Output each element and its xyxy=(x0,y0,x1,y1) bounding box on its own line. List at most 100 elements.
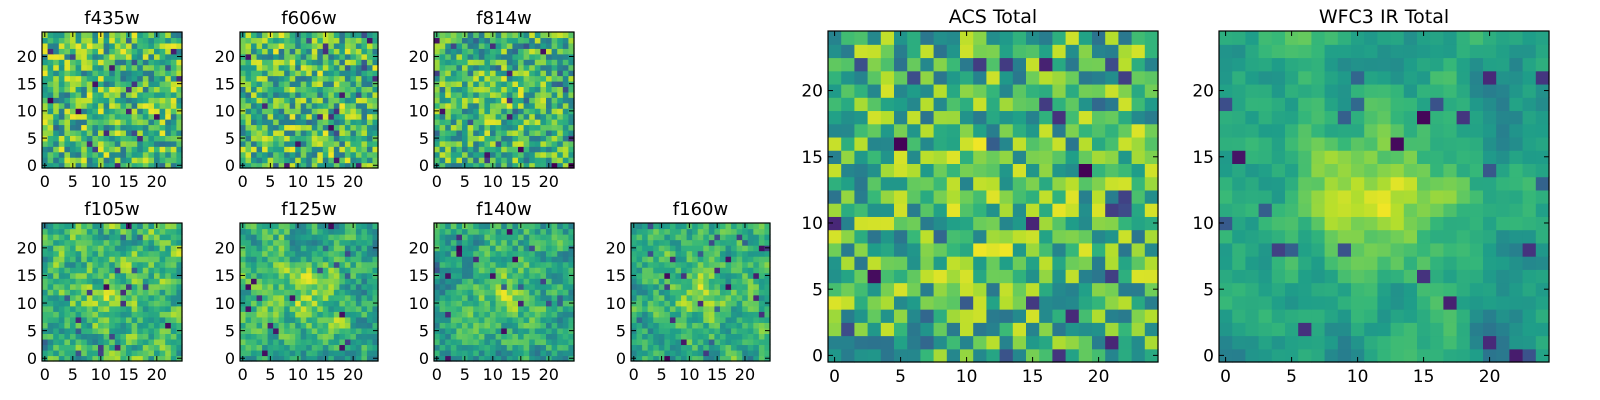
heatmap-cell xyxy=(142,272,149,279)
heatmap-cell xyxy=(344,113,351,120)
heatmap-cell xyxy=(103,294,110,301)
heatmap-cell xyxy=(103,272,110,279)
heatmap-cell xyxy=(355,223,363,230)
heatmap-cell xyxy=(262,124,269,131)
heatmap-cell xyxy=(725,223,732,230)
heatmap-cell xyxy=(681,338,688,346)
heatmap-cell xyxy=(289,75,296,82)
heatmap-cell xyxy=(546,234,553,241)
heatmap-cell xyxy=(361,113,368,120)
heatmap-cell xyxy=(58,162,65,169)
heatmap-cell xyxy=(664,234,671,241)
heatmap-cell xyxy=(512,102,519,109)
heatmap-cell xyxy=(289,311,296,318)
heatmap-cell xyxy=(719,338,727,346)
heatmap-cell xyxy=(278,327,285,334)
heatmap-cell xyxy=(120,256,127,263)
heatmap-cell xyxy=(1078,203,1093,217)
heatmap-cell xyxy=(478,146,485,153)
y-tick-label: 15 xyxy=(17,266,37,285)
heatmap-cell xyxy=(165,37,172,44)
heatmap-cell xyxy=(960,256,974,270)
heatmap-cell xyxy=(344,151,351,158)
heatmap-cell xyxy=(240,294,247,301)
heatmap-cell xyxy=(103,42,110,49)
heatmap-cell xyxy=(484,42,491,49)
heatmap-cell xyxy=(262,135,269,142)
heatmap-cell xyxy=(631,289,638,296)
heatmap-cell xyxy=(148,113,155,120)
heatmap-cell xyxy=(540,228,547,235)
heatmap-cell xyxy=(240,59,247,66)
heatmap-cell xyxy=(120,261,127,268)
heatmap-cell xyxy=(154,102,161,109)
heatmap-cell xyxy=(170,151,177,158)
heatmap-cell xyxy=(456,102,463,109)
heatmap-cell xyxy=(256,333,263,340)
heatmap-cell xyxy=(473,70,480,77)
heatmap-cell xyxy=(557,305,564,312)
heatmap-cell xyxy=(300,113,307,120)
heatmap-cell xyxy=(484,267,491,274)
heatmap-cell xyxy=(142,113,149,120)
heatmap-cell xyxy=(456,42,463,49)
heatmap-cell xyxy=(361,223,368,230)
heatmap-cell xyxy=(518,70,525,77)
heatmap-cell xyxy=(495,289,502,296)
heatmap-cell xyxy=(501,162,508,169)
heatmap-cell xyxy=(669,267,677,274)
heatmap-cell xyxy=(920,282,935,297)
heatmap-cell xyxy=(86,272,93,279)
heatmap-cell xyxy=(708,289,715,296)
heatmap-cell xyxy=(562,119,569,126)
heatmap-cell xyxy=(692,245,699,252)
heatmap-cell xyxy=(636,250,643,257)
heatmap-cell xyxy=(170,349,177,357)
heatmap-cell xyxy=(317,64,324,71)
heatmap-cell xyxy=(631,305,638,312)
heatmap-cell xyxy=(114,157,121,164)
heatmap-cell xyxy=(973,176,987,191)
heatmap-cell xyxy=(518,278,525,285)
heatmap-cell xyxy=(262,300,269,307)
heatmap-cell xyxy=(333,42,340,49)
heatmap-cell xyxy=(148,250,155,257)
heatmap-cell xyxy=(295,151,302,158)
heatmap-cell xyxy=(1078,229,1093,244)
heatmap-cell xyxy=(894,176,908,191)
heatmap-cell xyxy=(523,322,530,329)
heatmap-cell xyxy=(262,355,269,362)
heatmap-cell xyxy=(311,113,318,120)
heatmap-cell xyxy=(109,151,116,158)
heatmap-cell xyxy=(339,261,346,268)
heatmap-cell xyxy=(64,239,71,246)
heatmap-cell xyxy=(681,256,688,263)
heatmap-cell xyxy=(664,333,671,340)
heatmap-cell xyxy=(664,322,671,329)
heatmap-cell xyxy=(137,338,144,346)
heatmap-cell xyxy=(495,223,502,230)
heatmap-cell xyxy=(540,223,547,230)
heatmap-cell xyxy=(339,272,346,279)
heatmap-cell xyxy=(159,283,166,290)
heatmap-cell xyxy=(126,140,133,147)
heatmap-cell xyxy=(75,338,82,346)
heatmap-cell xyxy=(333,80,340,87)
heatmap-cell xyxy=(534,311,541,318)
heatmap-cell xyxy=(75,261,82,268)
heatmap-cell xyxy=(366,70,374,77)
heatmap-cell xyxy=(372,146,379,153)
heatmap-cell xyxy=(933,189,948,204)
heatmap-cell xyxy=(64,146,71,153)
heatmap-cell xyxy=(484,135,491,142)
heatmap-cell xyxy=(103,37,110,44)
heatmap-cell xyxy=(137,327,144,334)
heatmap-cell xyxy=(120,300,127,307)
heatmap-cell xyxy=(478,283,485,290)
heatmap-cell xyxy=(439,256,446,263)
heatmap-cell xyxy=(284,338,291,346)
heatmap-cell xyxy=(176,113,183,120)
heatmap-cell xyxy=(289,53,296,60)
heatmap-cell xyxy=(551,316,558,323)
heatmap-cell xyxy=(333,344,340,351)
